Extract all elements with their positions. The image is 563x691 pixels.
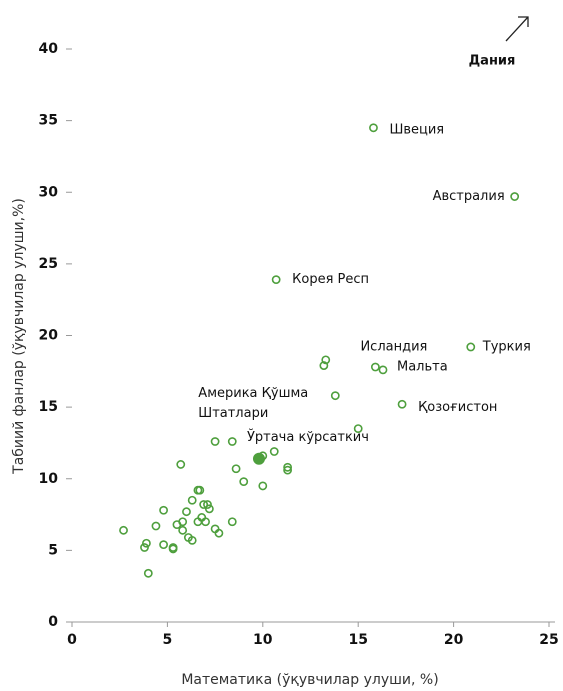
y-tick-label: 25 xyxy=(39,256,58,272)
point-label: Қозоғистон xyxy=(418,400,497,415)
y-tick-label: 5 xyxy=(48,542,58,558)
y-axis-label: Табиий фанлар (ўқувчилар улуши,%) xyxy=(11,198,27,475)
point xyxy=(269,447,279,456)
point-label: Туркия xyxy=(482,339,531,354)
point xyxy=(119,525,128,535)
point xyxy=(227,517,237,527)
point-label: Мальта xyxy=(397,359,448,374)
point xyxy=(178,517,188,527)
point xyxy=(319,361,329,370)
y-tick-label: 40 xyxy=(39,41,59,57)
point xyxy=(239,477,249,487)
point xyxy=(283,465,293,475)
y-tick-label: 15 xyxy=(39,399,58,415)
y-tick-label: 30 xyxy=(39,184,59,200)
point xyxy=(187,535,197,545)
point xyxy=(210,437,220,446)
annotation-arrow xyxy=(505,16,529,42)
labeled-point xyxy=(369,123,378,133)
point xyxy=(140,543,149,552)
labeled-point xyxy=(466,342,476,352)
x-tick-label: 15 xyxy=(348,632,367,648)
point xyxy=(182,507,191,517)
point xyxy=(231,464,241,474)
labeled-point xyxy=(271,275,281,285)
point xyxy=(143,568,153,578)
point xyxy=(159,540,168,550)
x-axis-label: Математика (ўқувчилар улуши, %) xyxy=(181,672,438,688)
point xyxy=(187,495,197,505)
point xyxy=(159,505,168,515)
point-label: Штатлари xyxy=(198,406,268,421)
point xyxy=(142,538,151,548)
labeled-point xyxy=(510,192,520,201)
point xyxy=(227,437,237,446)
point xyxy=(283,462,293,472)
point xyxy=(203,500,212,509)
point xyxy=(201,517,210,527)
point xyxy=(151,521,161,531)
point xyxy=(199,500,209,509)
point xyxy=(176,460,186,469)
point xyxy=(168,544,178,554)
point xyxy=(178,525,188,535)
y-tick-label: 10 xyxy=(39,471,59,487)
x-tick-label: 5 xyxy=(163,632,173,648)
x-tick-label: 25 xyxy=(539,632,558,648)
point xyxy=(195,485,205,495)
point-label: Швеция xyxy=(389,122,444,137)
labeled-point xyxy=(397,399,407,409)
point-label: Исландия xyxy=(360,340,427,355)
point xyxy=(204,504,214,514)
x-tick-label: 0 xyxy=(67,632,77,648)
average-label: Ўртача кўрсаткич xyxy=(247,429,369,445)
annotation: Дания xyxy=(469,54,516,69)
labeled-point xyxy=(378,365,388,375)
point-label: Корея Респ xyxy=(292,272,369,287)
point-label: Австралия xyxy=(433,189,505,204)
average-point xyxy=(252,452,265,465)
y-tick-label: 20 xyxy=(39,328,59,344)
y-tick-label: 35 xyxy=(39,113,58,129)
labeled-point xyxy=(330,391,340,401)
y-tick-label: 0 xyxy=(48,614,58,630)
point-label: Америка Қўшма xyxy=(198,386,308,401)
point xyxy=(214,528,224,538)
point xyxy=(353,424,363,434)
x-tick-label: 20 xyxy=(444,632,464,648)
x-tick-label: 10 xyxy=(253,632,273,648)
point xyxy=(321,355,331,365)
labeled-point xyxy=(370,362,380,372)
point xyxy=(258,481,268,491)
